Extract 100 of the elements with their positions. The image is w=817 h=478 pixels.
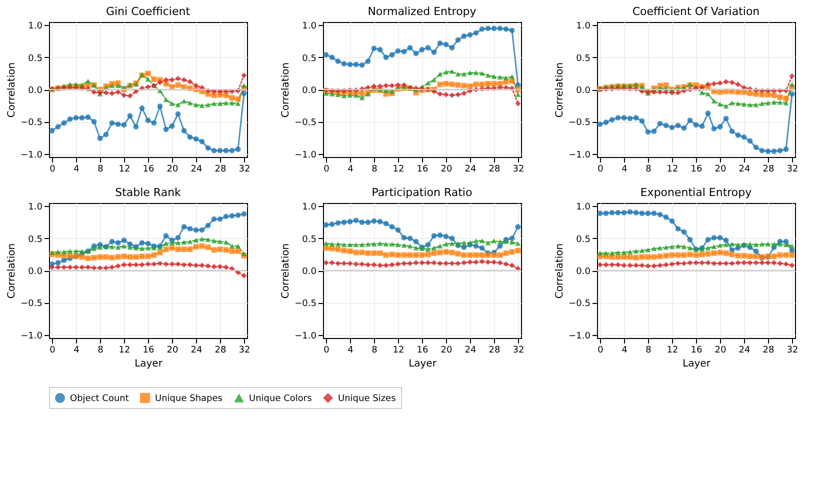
x-tick-label: 24: [190, 346, 202, 356]
y-tick-label: 1.0: [28, 22, 43, 32]
y-axis-title: Correlation: [280, 62, 292, 118]
x-tick-label: 12: [666, 346, 678, 356]
x-tick-label: 20: [166, 346, 178, 356]
x-tick-label: 28: [488, 164, 500, 174]
legend-label: Object Count: [70, 394, 130, 404]
x-tick-label: 0: [598, 346, 604, 356]
x-tick-label: 16: [142, 164, 154, 174]
y-tick-label: 0.5: [28, 234, 42, 245]
y-tick-label: 1.0: [576, 202, 591, 213]
y-tick-label: 1.0: [302, 202, 317, 213]
x-tick-label: 16: [142, 346, 154, 356]
y-tick-label: 0.5: [576, 234, 590, 245]
y-tick-label: −0.5: [20, 299, 42, 310]
x-tick-label: 28: [762, 346, 774, 356]
x-tick-label: 8: [646, 164, 652, 174]
x-tick-label: 12: [118, 346, 130, 356]
y-axis-title: Correlation: [280, 243, 292, 299]
x-tick-label: 32: [238, 346, 250, 356]
y-axis-title: Correlation: [554, 62, 566, 118]
x-tick-label: 4: [74, 346, 80, 356]
legend-label: Unique Sizes: [338, 394, 396, 404]
x-tick-label: 20: [440, 346, 452, 356]
x-tick-label: 28: [214, 346, 226, 356]
x-tick-label: 0: [50, 346, 56, 356]
x-tick-label: 24: [190, 164, 202, 174]
y-tick-label: 0.5: [302, 54, 316, 64]
y-tick-label: 1.0: [576, 22, 591, 32]
x-tick-label: 12: [118, 164, 130, 174]
y-tick-label: −1.0: [294, 150, 317, 160]
x-tick-label: 16: [690, 164, 702, 174]
x-tick-label: 4: [622, 164, 628, 174]
x-tick-label: 4: [348, 164, 354, 174]
x-tick-label: 20: [714, 346, 726, 356]
chart-title: Stable Rank: [115, 186, 182, 200]
y-axis-title: Correlation: [554, 243, 566, 299]
y-axis-title: Correlation: [6, 62, 18, 118]
x-tick-label: 4: [348, 346, 354, 356]
chart-title: Participation Ratio: [372, 186, 472, 200]
y-tick-label: −1.0: [568, 331, 591, 342]
x-tick-label: 32: [512, 346, 524, 356]
legend-label: Unique Shapes: [155, 394, 223, 404]
x-tick-label: 20: [166, 164, 178, 174]
y-tick-label: −1.0: [20, 331, 43, 342]
legend-label: Unique Colors: [249, 394, 312, 404]
x-tick-label: 8: [98, 164, 104, 174]
x-tick-label: 32: [512, 164, 524, 174]
x-tick-label: 24: [738, 346, 750, 356]
y-tick-label: 0.0: [28, 267, 43, 277]
y-axis-title: Correlation: [6, 243, 18, 299]
y-tick-label: 0.5: [576, 54, 590, 64]
y-tick-label: 0.0: [576, 86, 591, 96]
x-tick-label: 4: [74, 164, 80, 174]
y-tick-label: −1.0: [294, 331, 317, 342]
chart-title: Coefficient Of Variation: [632, 5, 760, 18]
chart-title: Exponential Entropy: [640, 186, 752, 200]
y-tick-label: 0.0: [302, 267, 317, 277]
y-tick-label: 1.0: [28, 202, 43, 213]
x-tick-label: 20: [440, 164, 452, 174]
y-tick-label: 0.5: [28, 54, 42, 64]
x-tick-label: 12: [392, 346, 404, 356]
x-tick-label: 8: [646, 346, 652, 356]
x-axis-title: Layer: [682, 358, 712, 370]
x-tick-label: 0: [598, 164, 604, 174]
chart-title: Gini Coefficient: [106, 5, 191, 18]
x-tick-label: 24: [464, 346, 476, 356]
y-tick-label: −0.5: [20, 118, 42, 128]
y-tick-label: −0.5: [568, 118, 590, 128]
y-tick-label: −0.5: [568, 299, 590, 310]
x-tick-label: 32: [786, 164, 798, 174]
y-tick-label: −1.0: [568, 150, 591, 160]
y-tick-label: 0.5: [302, 234, 316, 245]
x-tick-label: 8: [372, 164, 378, 174]
x-tick-label: 32: [786, 346, 798, 356]
x-tick-label: 28: [762, 164, 774, 174]
y-tick-label: 0.0: [576, 267, 591, 277]
x-tick-label: 8: [372, 346, 378, 356]
x-tick-label: 16: [690, 346, 702, 356]
x-tick-label: 0: [324, 164, 330, 174]
x-tick-label: 4: [622, 346, 628, 356]
x-tick-label: 24: [464, 164, 476, 174]
x-tick-label: 12: [666, 164, 678, 174]
y-tick-label: −0.5: [294, 118, 316, 128]
chart-title: Normalized Entropy: [368, 5, 477, 18]
x-tick-label: 28: [214, 164, 226, 174]
x-axis-title: Layer: [408, 358, 438, 370]
x-tick-label: 16: [416, 346, 428, 356]
x-tick-label: 12: [392, 164, 404, 174]
y-tick-label: 0.0: [302, 86, 317, 96]
x-tick-label: 24: [738, 164, 750, 174]
x-tick-label: 0: [324, 346, 330, 356]
y-tick-label: 0.0: [28, 86, 43, 96]
x-tick-label: 0: [50, 164, 56, 174]
x-axis-title: Layer: [134, 358, 164, 370]
y-tick-label: −0.5: [294, 299, 316, 310]
x-tick-label: 28: [488, 346, 500, 356]
x-tick-label: 16: [416, 164, 428, 174]
x-tick-label: 32: [238, 164, 250, 174]
y-tick-label: −1.0: [20, 150, 43, 160]
